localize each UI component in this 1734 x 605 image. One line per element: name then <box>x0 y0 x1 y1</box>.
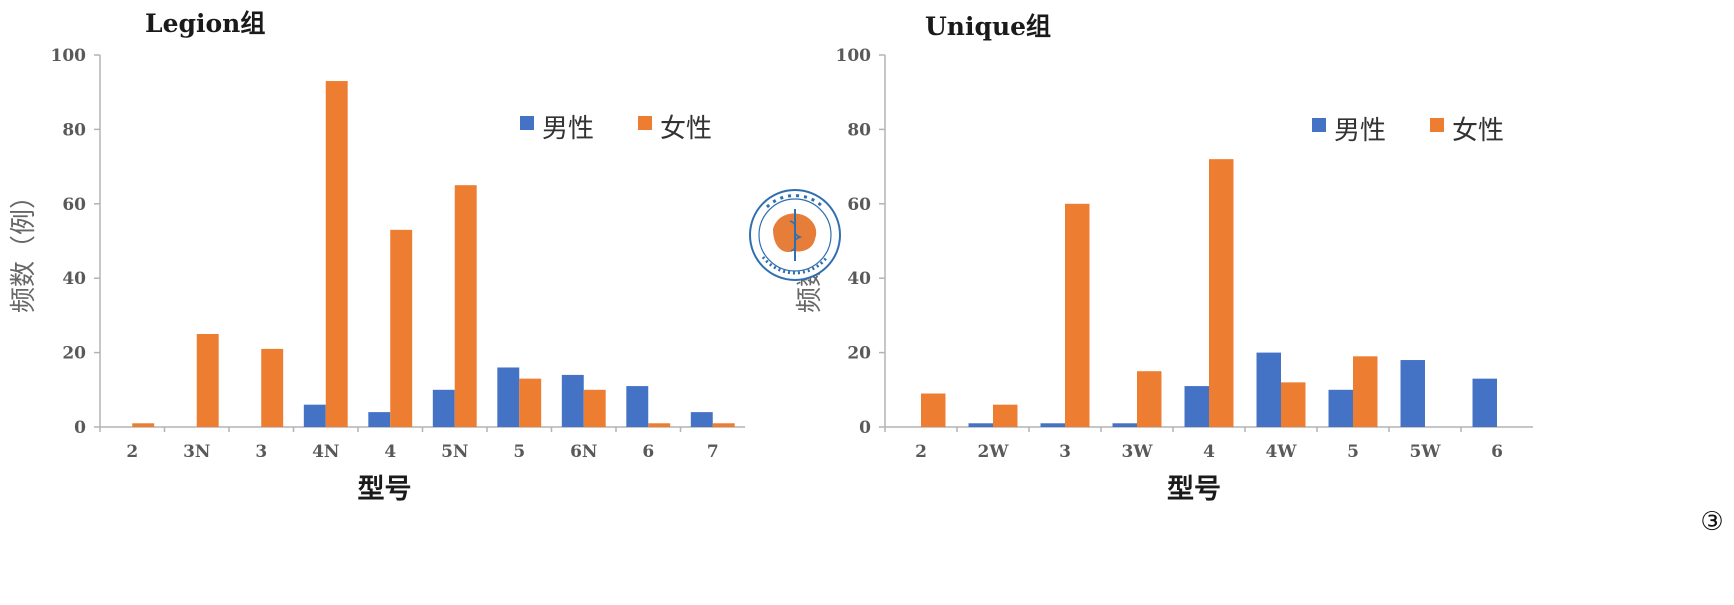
bar-female <box>196 334 219 427</box>
bar-female <box>1209 159 1234 427</box>
x-tick-label: 7 <box>707 442 719 462</box>
legend-label: 女性 <box>1452 116 1504 146</box>
x-tick-label: 4 <box>384 442 396 462</box>
y-tick-label: 0 <box>74 418 86 438</box>
y-tick-label: 40 <box>62 269 86 289</box>
bar-female <box>519 378 542 427</box>
bar-female <box>648 423 671 427</box>
x-tick-label: 5N <box>441 442 468 462</box>
x-tick-label: 3 <box>1059 442 1071 462</box>
x-tick-label: 5 <box>1347 442 1359 462</box>
bar-male <box>561 374 584 427</box>
y-axis-title: 频数（例） <box>9 183 39 313</box>
y-tick-label: 20 <box>847 344 871 364</box>
y-tick-label: 0 <box>859 418 871 438</box>
x-tick-label: 4N <box>312 442 339 462</box>
chart-unique: Unique组02040608010022W33W44W55W6型号频数（例）男… <box>795 12 1533 505</box>
y-tick-label: 100 <box>836 46 872 66</box>
x-tick-label: 3 <box>255 442 267 462</box>
bar-female <box>712 423 735 427</box>
x-tick-label: 6N <box>570 442 597 462</box>
bar-male <box>1112 423 1137 427</box>
chart-title: Legion组 <box>145 9 265 38</box>
figure-label: ③ <box>1700 507 1723 537</box>
x-tick-label: 2 <box>126 442 138 462</box>
x-tick-label: 4 <box>1203 442 1215 462</box>
bar-male <box>1472 378 1497 427</box>
legend-swatch <box>1312 118 1326 132</box>
bar-female <box>390 229 413 427</box>
chart-title: Unique组 <box>925 12 1051 41</box>
bar-male <box>1040 423 1065 427</box>
bar-female <box>1281 382 1306 427</box>
x-axis-title: 型号 <box>1167 474 1221 505</box>
bar-female <box>132 423 155 427</box>
bar-female <box>261 348 284 427</box>
bar-female <box>325 81 348 427</box>
bar-female <box>1065 203 1090 427</box>
y-tick-label: 40 <box>847 269 871 289</box>
chart-legion: Legion组 0 20 40 60 80 100 2 3N 3 4N 4 5N 5 6N 6 7 型号 频数（例）… <box>9 9 745 505</box>
bar-male <box>968 423 993 427</box>
bar-male <box>1184 386 1209 427</box>
legend-label: 男性 <box>1334 116 1386 146</box>
bar-male <box>1256 352 1281 427</box>
bar-male <box>303 404 326 427</box>
x-tick-label: 4W <box>1266 442 1298 462</box>
bar-male <box>690 412 713 427</box>
x-axis-title: 型号 <box>358 474 412 505</box>
x-tick-label: 5 <box>513 442 525 462</box>
x-tick-label: 3W <box>1122 442 1154 462</box>
x-tick-label: 6 <box>642 442 654 462</box>
bar-male <box>368 412 391 427</box>
y-tick-label: 80 <box>62 120 86 140</box>
bar-female <box>1137 371 1162 427</box>
x-tick-label: 2W <box>978 442 1010 462</box>
bar-female <box>993 404 1018 427</box>
x-tick-label: 5W <box>1410 442 1442 462</box>
legend-label: 女性 <box>660 114 712 144</box>
medical-association-seal-icon <box>749 189 841 281</box>
y-tick-label: 100 <box>51 46 87 66</box>
legend-swatch <box>1430 118 1444 132</box>
bar-female <box>583 389 606 427</box>
x-tick-label: 6 <box>1491 442 1503 462</box>
bar-male <box>432 389 455 427</box>
bar-female <box>454 185 477 427</box>
bar-male <box>1400 360 1425 427</box>
legend-label: 男性 <box>542 114 594 144</box>
bar-male <box>626 386 649 427</box>
bar-female <box>921 393 946 427</box>
y-tick-label: 80 <box>847 120 871 140</box>
x-tick-label: 3N <box>183 442 210 462</box>
y-tick-label: 60 <box>847 195 871 215</box>
legend-swatch <box>520 116 534 130</box>
legend-swatch <box>638 116 652 130</box>
bar-male <box>1328 389 1353 427</box>
bar-female <box>1353 356 1378 427</box>
y-tick-label: 60 <box>62 195 86 215</box>
bar-male <box>497 367 520 427</box>
y-tick-label: 20 <box>62 344 86 364</box>
x-tick-label: 2 <box>915 442 927 462</box>
